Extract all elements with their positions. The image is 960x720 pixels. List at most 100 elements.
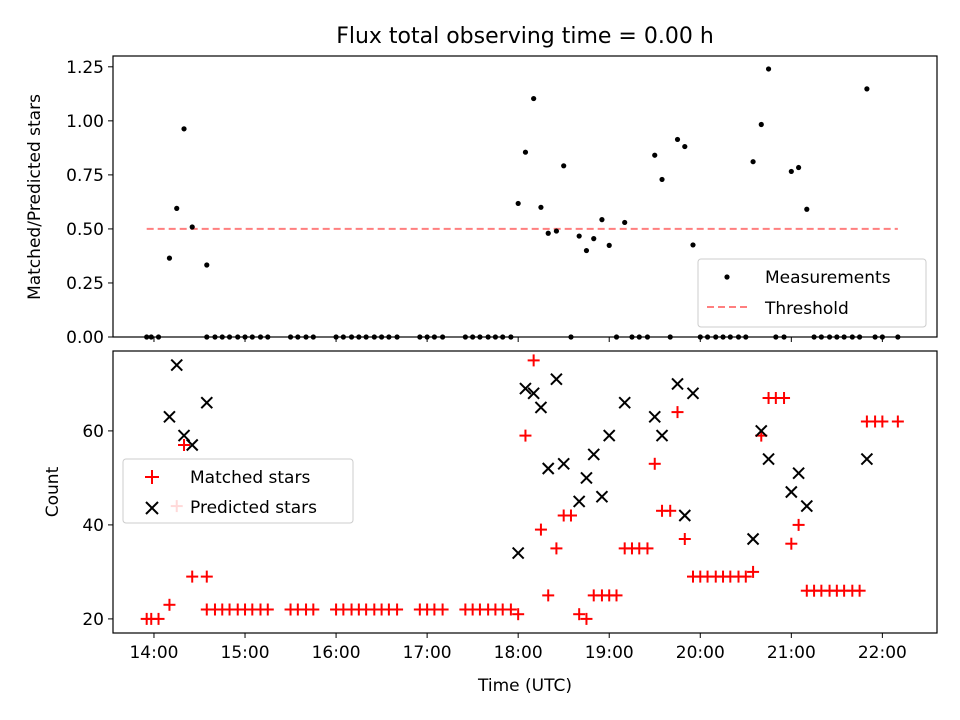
measurement-point bbox=[864, 86, 870, 92]
x-axis-label: Time (UTC) bbox=[477, 676, 572, 696]
matched-star-point bbox=[648, 457, 661, 470]
matched-star-point bbox=[853, 584, 866, 597]
matched-star-point bbox=[739, 570, 752, 583]
legend-measurements-marker bbox=[724, 274, 730, 280]
matched-star-point bbox=[678, 533, 691, 545]
legend-matched-marker bbox=[145, 470, 159, 484]
measurement-point bbox=[599, 217, 605, 223]
matched-star-point bbox=[512, 608, 525, 621]
measurement-point bbox=[545, 230, 551, 236]
matched-star-point bbox=[519, 429, 532, 442]
top-y-tick-label: 1.25 bbox=[66, 58, 104, 78]
bottom-legend: Matched stars Predicted stars bbox=[122, 458, 354, 524]
predicted-star-point bbox=[686, 387, 700, 400]
matched-star-point bbox=[550, 542, 563, 555]
matched-star-point bbox=[542, 589, 555, 602]
predicted-star-point bbox=[603, 429, 616, 442]
predicted-star-point bbox=[678, 509, 691, 522]
predicted-star-point bbox=[519, 382, 532, 395]
predicted-star-point bbox=[572, 495, 586, 508]
predicted-star-point bbox=[755, 424, 768, 438]
measurement-point bbox=[576, 233, 582, 239]
x-tick-label: 16:00 bbox=[312, 643, 361, 663]
bottom-legend-box bbox=[122, 458, 354, 524]
matched-star-point bbox=[610, 589, 623, 602]
measurement-point bbox=[682, 143, 688, 150]
predicted-star-point bbox=[170, 358, 183, 372]
measurement-point bbox=[583, 247, 590, 254]
matched-star-point bbox=[527, 354, 540, 367]
measurement-point bbox=[561, 163, 567, 169]
predicted-star-point bbox=[595, 490, 609, 503]
x-tick-label: 17:00 bbox=[403, 643, 452, 663]
top-plot-area: 0.00 0.25 0.50 0.75 1.00 1.25 bbox=[66, 58, 901, 348]
predicted-star-point bbox=[186, 438, 199, 452]
measurement-point bbox=[796, 164, 802, 171]
predicted-star-point bbox=[511, 546, 525, 560]
bottom-plot-area: 14:00 15:00 16:00 17:00 18:00 19:00 20:00 21:00… bbox=[82, 354, 907, 663]
predicted-star-point bbox=[534, 401, 548, 414]
bottom-axes-frame bbox=[112, 350, 938, 634]
legend-measurements-label: Measurements bbox=[765, 268, 891, 288]
predicted-star-point bbox=[618, 396, 631, 409]
matched-star-point bbox=[504, 603, 517, 616]
top-axes-frame bbox=[112, 55, 938, 338]
measurement-point bbox=[174, 205, 180, 211]
matched-star-point bbox=[152, 612, 165, 625]
legend-predicted-label: Predicted stars bbox=[190, 498, 317, 518]
measurement-point bbox=[750, 159, 756, 165]
top-y-tick-label: 0.25 bbox=[66, 274, 104, 294]
x-tick-label: 18:00 bbox=[494, 643, 543, 663]
matched-star-point bbox=[792, 518, 805, 531]
matched-star-point bbox=[641, 542, 654, 555]
predicted-star-point bbox=[163, 410, 176, 424]
measurement-point bbox=[553, 228, 560, 234]
measurement-point bbox=[804, 206, 810, 212]
matched-star-point bbox=[664, 504, 677, 517]
x-tick-label: 14:00 bbox=[129, 643, 178, 663]
top-legend-box bbox=[697, 258, 927, 328]
measurement-point bbox=[765, 66, 772, 72]
predicted-star-point bbox=[587, 448, 600, 461]
predicted-star-point bbox=[550, 372, 563, 386]
matched-star-point bbox=[891, 415, 904, 428]
matched-star-point bbox=[785, 537, 798, 550]
measurement-point bbox=[788, 168, 794, 175]
measurement-point bbox=[652, 152, 658, 158]
matched-star-point bbox=[580, 612, 593, 625]
legend-predicted-marker bbox=[145, 501, 159, 515]
matched-star-point bbox=[671, 406, 684, 419]
x-tick-label: 22:00 bbox=[858, 643, 907, 663]
matched-star-point bbox=[876, 415, 889, 428]
x-tick-label: 21:00 bbox=[767, 643, 816, 663]
legend-matched-label: Matched stars bbox=[190, 468, 310, 488]
measurement-point bbox=[166, 255, 173, 261]
measurement-point bbox=[181, 126, 187, 132]
top-y-axis-label: Matched/Predicted stars bbox=[25, 94, 45, 300]
predicted-star-point bbox=[527, 387, 540, 400]
measurement-point bbox=[189, 224, 195, 230]
x-tick-label: 20:00 bbox=[676, 643, 725, 663]
top-y-tick-label: 0.75 bbox=[66, 166, 104, 186]
measurement-point bbox=[622, 219, 628, 226]
measurement-point bbox=[606, 242, 612, 248]
measurement-point bbox=[758, 121, 764, 128]
bottom-y-tick-label: 60 bbox=[82, 422, 104, 442]
matched-star-point bbox=[178, 439, 191, 451]
top-y-tick-label: 0.50 bbox=[66, 220, 104, 240]
matched-star-point bbox=[747, 565, 760, 578]
x-tick-label: 15:00 bbox=[221, 643, 270, 663]
top-y-tick-label: 0.00 bbox=[66, 328, 104, 348]
x-tick-label: 19:00 bbox=[585, 643, 634, 663]
predicted-star-point bbox=[762, 452, 775, 466]
measurement-point bbox=[659, 176, 665, 183]
predicted-star-point bbox=[648, 410, 661, 424]
matched-star-point bbox=[534, 523, 547, 536]
measurement-point bbox=[515, 200, 521, 207]
matched-star-point bbox=[261, 603, 274, 616]
predicted-star-point bbox=[200, 396, 213, 409]
predicted-star-point bbox=[860, 452, 874, 466]
predicted-star-point bbox=[655, 429, 669, 442]
predicted-star-point bbox=[542, 462, 555, 475]
